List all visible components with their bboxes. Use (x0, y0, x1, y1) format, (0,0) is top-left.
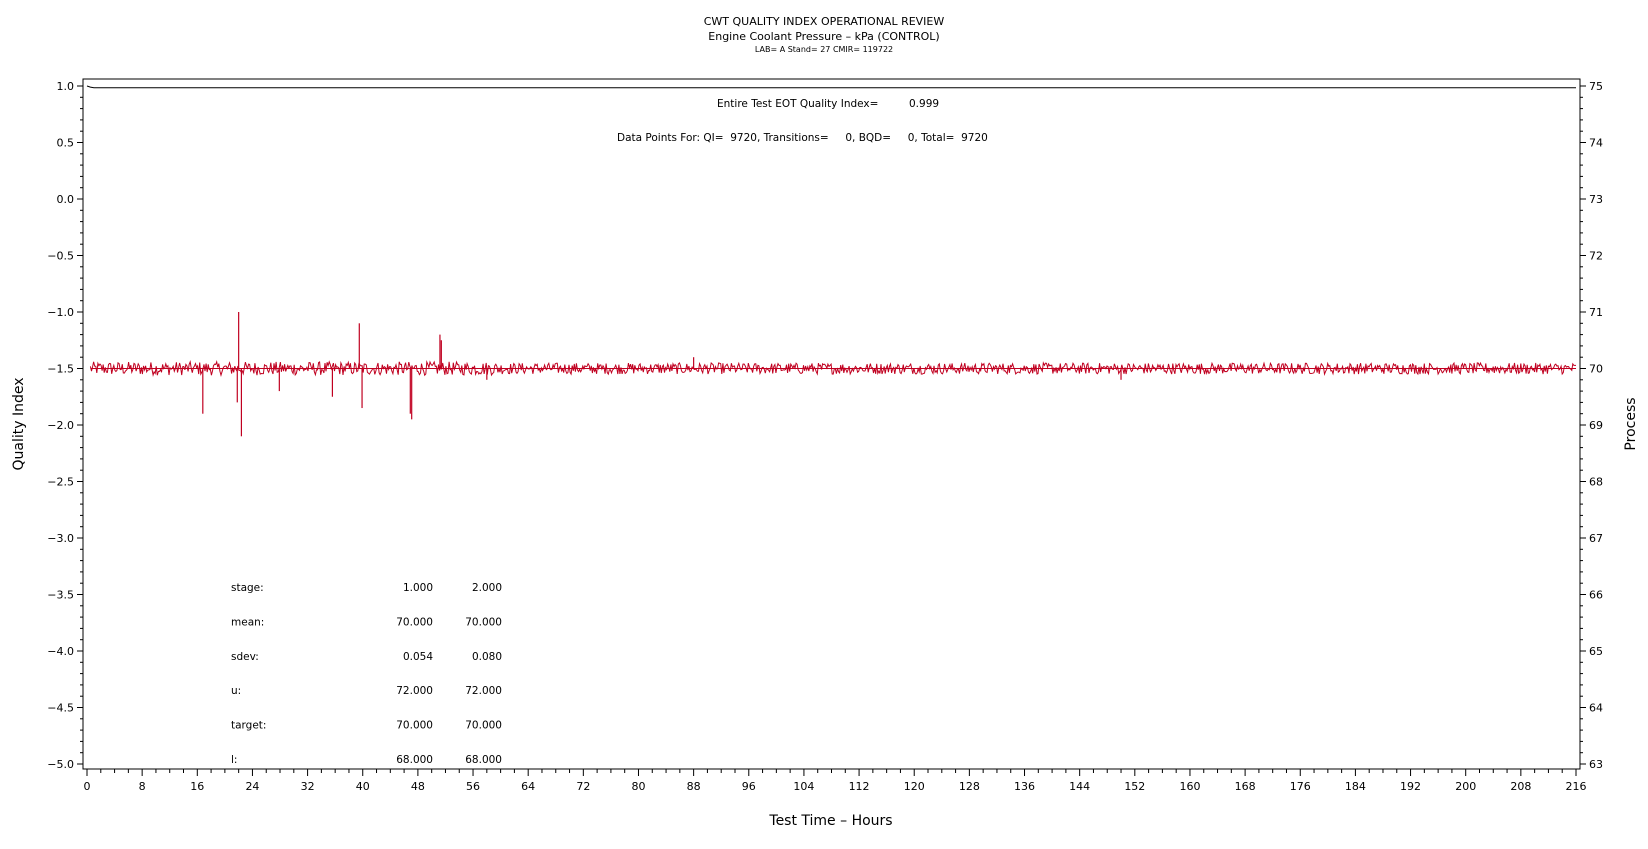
stats-value-stage1: 70.000 (396, 616, 433, 628)
x-tick-label: 176 (1290, 780, 1311, 793)
stats-value-stage1: 70.000 (396, 720, 433, 732)
y-right-tick-label: 70 (1589, 363, 1603, 376)
y-left-tick-label: −2.5 (47, 476, 74, 489)
y-right-tick-label: 74 (1589, 137, 1603, 150)
stats-value-stage2: 0.080 (472, 651, 502, 663)
stats-label: l: (231, 754, 237, 766)
y-left-tick-label: −1.5 (47, 363, 74, 376)
x-tick-label: 136 (1014, 780, 1035, 793)
x-tick-label: 32 (301, 780, 315, 793)
y-left-tick-label: 1.0 (57, 80, 75, 93)
y-left-tick-label: −2.0 (47, 419, 74, 432)
x-tick-label: 64 (521, 780, 535, 793)
x-tick-label: 48 (411, 780, 425, 793)
y-left-tick-label: −3.0 (47, 532, 74, 545)
x-tick-label: 56 (466, 780, 480, 793)
stats-table: stage: 1.000 2.000 mean: 70.000 70.000 sdev: 0.… (231, 582, 502, 766)
x-tick-label: 24 (245, 780, 259, 793)
y-right-tick-label: 68 (1589, 476, 1603, 489)
stats-label: stage: (231, 582, 264, 594)
x-tick-label: 8 (139, 780, 146, 793)
y-left-tick-label: 0.0 (57, 193, 75, 206)
x-tick-label: 88 (687, 780, 701, 793)
y-right-tick-label: 63 (1589, 758, 1603, 771)
stats-label: u: (231, 685, 241, 697)
y-right-tick-label: 71 (1589, 306, 1603, 319)
x-tick-label: 112 (849, 780, 870, 793)
x-tick-label: 120 (904, 780, 925, 793)
y-left-tick-label: −0.5 (47, 250, 74, 263)
chart-subtitle: Engine Coolant Pressure – kPa (CONTROL) (708, 30, 939, 43)
y-left-tick-label: −4.0 (47, 645, 74, 658)
stats-value-stage2: 72.000 (465, 685, 502, 697)
x-tick-label: 80 (631, 780, 645, 793)
stats-value-stage2: 70.000 (465, 616, 502, 628)
series-layer (86, 85, 1576, 437)
stats-label: mean: (231, 616, 264, 628)
plot-frame (82, 78, 1581, 770)
stats-value-stage2: 2.000 (472, 582, 502, 594)
x-tick-label: 192 (1400, 780, 1421, 793)
chart-title: CWT QUALITY INDEX OPERATIONAL REVIEW (704, 15, 945, 28)
x-axis-title: Test Time – Hours (768, 813, 892, 829)
y-right-tick-label: 66 (1589, 589, 1603, 602)
y-axis-left-title: Quality Index (11, 377, 27, 470)
stats-value-stage1: 0.054 (403, 651, 433, 663)
x-tick-label: 184 (1345, 780, 1366, 793)
x-tick-label: 40 (356, 780, 370, 793)
x-tick-label: 104 (793, 780, 814, 793)
data-points-summary: Data Points For: QI= 9720, Transitions= … (617, 132, 988, 144)
left-axis: 1.0 0.5 0.0 −0.5 −1.0 −1.5 −2.0 −2.5 −3.0 −3.5 −4.… (47, 80, 83, 771)
process-trace (89, 359, 1576, 378)
quality-index-line (86, 85, 1576, 89)
x-tick-label: 216 (1566, 780, 1587, 793)
y-axis-right-title: Process (1623, 397, 1639, 450)
x-tick-label: 0 (84, 780, 91, 793)
x-tick-label: 16 (190, 780, 204, 793)
x-tick-label: 96 (742, 780, 756, 793)
stats-value-stage1: 68.000 (396, 754, 433, 766)
eot-quality-value: 0.999 (909, 98, 939, 110)
eot-quality-label: Entire Test EOT Quality Index= (717, 98, 878, 110)
y-left-tick-label: −1.0 (47, 306, 74, 319)
y-right-tick-label: 65 (1589, 645, 1603, 658)
x-axis: 0 8 16 24 32 40 48 56 64 72 80 88 96 104 112 120 128 136 1… (84, 769, 1587, 793)
chart-subtitle-small: LAB= A Stand= 27 CMIR= 119722 (755, 45, 893, 54)
x-tick-label: 152 (1124, 780, 1145, 793)
x-tick-label: 128 (959, 780, 980, 793)
x-tick-label: 200 (1455, 780, 1476, 793)
y-right-tick-label: 64 (1589, 702, 1603, 715)
stats-value-stage1: 1.000 (403, 582, 433, 594)
x-tick-label: 72 (576, 780, 590, 793)
x-tick-label: 160 (1179, 780, 1200, 793)
x-tick-label: 144 (1069, 780, 1090, 793)
y-right-tick-label: 69 (1589, 419, 1603, 432)
y-left-tick-label: 0.5 (57, 137, 75, 150)
x-tick-label: 168 (1235, 780, 1256, 793)
stats-label: target: (231, 720, 266, 732)
stats-value-stage2: 68.000 (465, 754, 502, 766)
y-left-tick-label: −5.0 (47, 758, 74, 771)
y-right-tick-label: 72 (1589, 250, 1603, 263)
y-left-tick-label: −3.5 (47, 589, 74, 602)
stats-label: sdev: (231, 651, 259, 663)
stats-value-stage2: 70.000 (465, 720, 502, 732)
y-right-tick-label: 75 (1589, 80, 1603, 93)
stats-value-stage1: 72.000 (396, 685, 433, 697)
y-right-tick-label: 67 (1589, 532, 1603, 545)
x-tick-label: 208 (1510, 780, 1531, 793)
y-left-tick-label: −4.5 (47, 702, 74, 715)
y-right-tick-label: 73 (1589, 193, 1603, 206)
right-axis: 75 74 73 72 71 70 69 68 67 66 65 64 63 (1580, 80, 1603, 771)
